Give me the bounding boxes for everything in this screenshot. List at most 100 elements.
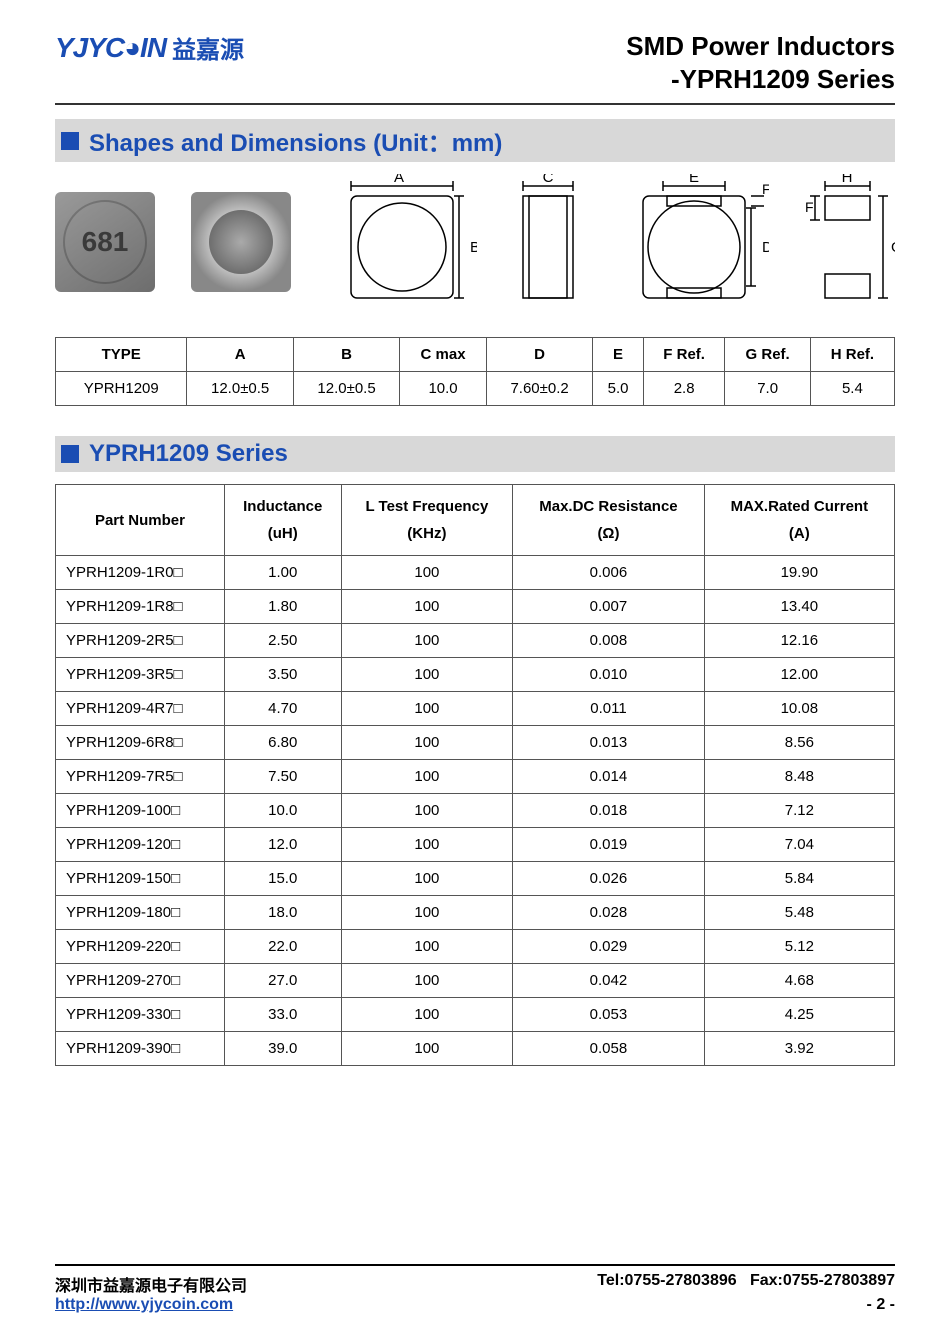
- table-cell: 10.0: [400, 372, 487, 406]
- diagram-side-view: C: [513, 174, 583, 309]
- table-row: YPRH1209-1R0□1.001000.00619.90: [56, 556, 895, 590]
- table-cell: 0.011: [513, 692, 704, 726]
- series-table: Part NumberInductance(uH)L Test Frequenc…: [55, 484, 895, 1066]
- table-row: YPRH1209-6R8□6.801000.0138.56: [56, 726, 895, 760]
- table-cell: 0.053: [513, 998, 704, 1032]
- svg-text:G: G: [891, 239, 895, 256]
- table-cell: 0.014: [513, 760, 704, 794]
- logo-text: YJYC◕IN: [55, 32, 166, 64]
- table-cell: YPRH1209: [56, 372, 187, 406]
- table-cell: YPRH1209-4R7□: [56, 692, 225, 726]
- table-cell: 0.019: [513, 828, 704, 862]
- table-cell: 100: [341, 556, 513, 590]
- table-row: YPRH1209-1R8□1.801000.00713.40: [56, 590, 895, 624]
- table-cell: YPRH1209-330□: [56, 998, 225, 1032]
- table-row: YPRH1209-220□22.01000.0295.12: [56, 930, 895, 964]
- table-cell: 1.00: [224, 556, 341, 590]
- table-header: E: [593, 338, 644, 372]
- table-cell: 100: [341, 862, 513, 896]
- page-header: YJYC◕IN 益嘉源 SMD Power Inductors -YPRH120…: [55, 30, 895, 95]
- table-cell: 100: [341, 794, 513, 828]
- table-cell: 1.80: [224, 590, 341, 624]
- table-cell: 0.029: [513, 930, 704, 964]
- table-cell: 100: [341, 828, 513, 862]
- table-cell: 100: [341, 726, 513, 760]
- table-cell: 2.8: [643, 372, 725, 406]
- dimensions-table: TYPEABC maxDEF Ref.G Ref.H Ref. YPRH1209…: [55, 337, 895, 406]
- table-cell: 100: [341, 692, 513, 726]
- table-cell: 7.50: [224, 760, 341, 794]
- table-cell: YPRH1209-180□: [56, 896, 225, 930]
- table-cell: 27.0: [224, 964, 341, 998]
- table-row: YPRH1209-4R7□4.701000.01110.08: [56, 692, 895, 726]
- table-header: Inductance(uH): [224, 485, 341, 556]
- table-cell: 12.0: [224, 828, 341, 862]
- table-cell: 5.84: [704, 862, 894, 896]
- table-cell: 3.92: [704, 1032, 894, 1066]
- table-cell: 6.80: [224, 726, 341, 760]
- table-cell: YPRH1209-150□: [56, 862, 225, 896]
- svg-text:B: B: [470, 239, 477, 256]
- footer-url-link[interactable]: http://www.yjycoin.com: [55, 1296, 233, 1314]
- table-cell: 100: [341, 760, 513, 794]
- table-cell: 12.0±0.5: [293, 372, 399, 406]
- table-header: TYPE: [56, 338, 187, 372]
- table-cell: 0.018: [513, 794, 704, 828]
- table-cell: 0.010: [513, 658, 704, 692]
- table-cell: 5.0: [593, 372, 644, 406]
- table-row: YPRH1209-2R5□2.501000.00812.16: [56, 624, 895, 658]
- svg-text:H: H: [842, 174, 853, 186]
- title-line-1: SMD Power Inductors: [626, 30, 895, 63]
- table-cell: 100: [341, 590, 513, 624]
- table-cell: 7.0: [725, 372, 810, 406]
- table-cell: 3.50: [224, 658, 341, 692]
- header-divider: [55, 103, 895, 105]
- table-cell: 5.48: [704, 896, 894, 930]
- table-header: C max: [400, 338, 487, 372]
- table-row: YPRH1209-100□10.01000.0187.12: [56, 794, 895, 828]
- table-cell: YPRH1209-6R8□: [56, 726, 225, 760]
- table-header: L Test Frequency(KHz): [341, 485, 513, 556]
- table-cell: 0.026: [513, 862, 704, 896]
- table-cell: 100: [341, 896, 513, 930]
- square-bullet-icon: [61, 132, 79, 150]
- page-footer: 深圳市益嘉源电子有限公司 Tel:0755-27803896 Fax:0755-…: [55, 1264, 895, 1314]
- table-header: MAX.Rated Current(A): [704, 485, 894, 556]
- table-row: YPRH1209-7R5□7.501000.0148.48: [56, 760, 895, 794]
- document-title: SMD Power Inductors -YPRH1209 Series: [626, 30, 895, 95]
- table-cell: 7.04: [704, 828, 894, 862]
- page-number: - 2 -: [867, 1296, 895, 1314]
- table-cell: 100: [341, 930, 513, 964]
- table-cell: 39.0: [224, 1032, 341, 1066]
- footer-divider: [55, 1264, 895, 1266]
- table-cell: 4.70: [224, 692, 341, 726]
- table-cell: 7.12: [704, 794, 894, 828]
- table-row: YPRH1209-270□27.01000.0424.68: [56, 964, 895, 998]
- table-cell: 0.058: [513, 1032, 704, 1066]
- footer-contact: Tel:0755-27803896 Fax:0755-27803897: [597, 1272, 895, 1296]
- table-cell: YPRH1209-1R8□: [56, 590, 225, 624]
- square-bullet-icon: [61, 445, 79, 463]
- table-row: YPRH1209-3R5□3.501000.01012.00: [56, 658, 895, 692]
- table-row: YPRH1209-150□15.01000.0265.84: [56, 862, 895, 896]
- table-header: H Ref.: [810, 338, 894, 372]
- table-cell: 0.007: [513, 590, 704, 624]
- footer-company: 深圳市益嘉源电子有限公司: [55, 1272, 247, 1296]
- table-cell: 4.25: [704, 998, 894, 1032]
- table-header: Part Number: [56, 485, 225, 556]
- table-cell: 8.48: [704, 760, 894, 794]
- table-cell: 15.0: [224, 862, 341, 896]
- table-cell: 4.68: [704, 964, 894, 998]
- table-cell: 12.16: [704, 624, 894, 658]
- table-cell: 2.50: [224, 624, 341, 658]
- diagram-pad-layout: H G F: [805, 174, 895, 309]
- table-header: G Ref.: [725, 338, 810, 372]
- section-title-shapes: Shapes and Dimensions (Unit：mm): [89, 123, 502, 158]
- table-cell: 0.042: [513, 964, 704, 998]
- title-line-2: -YPRH1209 Series: [626, 63, 895, 96]
- svg-text:C: C: [543, 174, 554, 186]
- table-cell: YPRH1209-1R0□: [56, 556, 225, 590]
- table-cell: 5.12: [704, 930, 894, 964]
- table-cell: 13.40: [704, 590, 894, 624]
- product-photo-1: 681: [55, 192, 155, 292]
